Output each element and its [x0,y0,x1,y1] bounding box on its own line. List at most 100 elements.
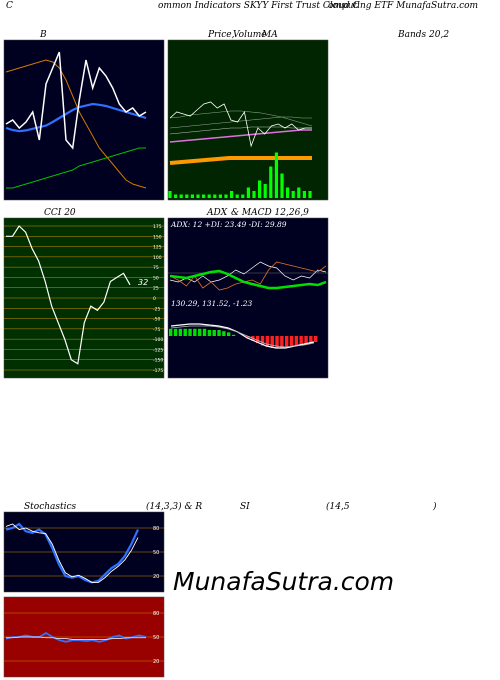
rsi-tick-label: 50 [153,635,159,641]
rsi-tick-label: 80 [153,611,159,617]
plus-di-line [169,261,327,283]
volume-bar [235,194,239,198]
macd-histogram-bar [193,328,197,336]
price-title: Price, [208,30,235,40]
volume-bar [202,194,206,198]
volume-bar [185,194,189,198]
rsi-tick-label: 20 [153,659,159,665]
macd-histogram-bar [169,328,173,336]
cci-tick-label: 75 [153,265,159,271]
volume-bar [213,194,217,198]
adx-panel [167,217,329,379]
macd-histogram-bar [217,330,221,336]
cci-line [6,225,131,365]
ma-title: MA [262,30,278,40]
cci-tick-label: 0 [153,296,156,302]
macd-histogram-bar [309,336,313,344]
macd-histogram-bar [231,334,236,336]
header-middle-fragment: ommon Indicators SKYY First Trust Cloud … [158,1,360,11]
macd-histogram-bar [280,336,284,348]
stoch-d-line [5,523,139,583]
cci-tick-label: 50 [153,275,159,281]
cci-tick-label: 25 [153,286,159,292]
watermark: MunafaSutra.com [173,567,395,596]
macd-histogram-bar [265,336,270,347]
upper-band-line [6,147,146,189]
lower-band-line [5,59,147,189]
volume-bar [286,187,290,198]
adx-title-a: ADX [207,208,228,218]
price-line [169,101,312,148]
cci-tick-label: -125 [153,347,163,353]
header-left-fragment: C [6,1,13,11]
macd-histogram-bar [222,331,226,336]
rsi-average-line [6,636,146,640]
macd-readout: 130.29, 131.52, -1.23 [171,299,252,308]
macd-histogram-bar [294,336,299,346]
ma-average-line [169,116,312,129]
volume-bar [280,173,284,198]
volume-bar [302,191,306,198]
volume-bar [207,194,211,198]
ma-average-line [169,129,312,143]
volume-bar [168,191,172,198]
rsi-close: ) [433,502,437,512]
macd-histogram-bar [256,336,260,344]
volume-bar [179,194,183,198]
stoch-k-line [5,522,139,584]
macd-line [170,323,315,349]
cci-tick-label: 175 [153,224,162,230]
adx-readout: ADX: 12 +DI: 23.49 -DI: 29.89 [170,220,287,229]
adx-line [169,269,327,290]
cci-tick-label: -100 [153,337,163,343]
minus-di-line [169,261,327,291]
bands-title: Bands 20,2 [398,30,450,40]
header-right-fragment: omputing ETF MunafaSutra.com [328,1,479,11]
volume-bar [241,194,245,198]
cci-tick-label: -50 [153,317,160,323]
rsi-title: SI [240,502,250,512]
volume-bar [218,194,222,198]
volume-bar [297,187,301,198]
volume-bar [252,191,256,198]
volume-bar [258,180,262,198]
macd-signal-line [170,325,315,348]
macd-histogram-bar [198,328,202,336]
macd-histogram-bar [212,330,216,336]
macd-histogram-bar [246,336,250,339]
macd-histogram-bar [260,336,265,346]
cci-last-value: 32 [138,278,148,287]
ma-average-line [169,110,313,127]
macd-histogram-bar [275,336,279,348]
macd-histogram-bar [188,328,192,336]
macd-histogram-bar [227,332,231,336]
macd-histogram-bar [299,336,303,346]
macd-histogram-bar [285,336,289,347]
middle-band-line [5,102,147,133]
volume-bar [230,191,234,198]
volume-bar [190,194,194,198]
stoch-tick-label: 20 [153,574,159,580]
volume-bar [224,194,228,198]
macd-histogram-bar [304,336,308,345]
volume-bar [246,187,250,198]
stoch-title: Stochastics [24,502,77,512]
macd-histogram-bar [178,328,183,336]
rsi-params: (14,5 [326,502,350,512]
stoch-tick-label: 80 [153,526,159,532]
stoch-tick-label: 50 [153,550,159,556]
macd-histogram-bar [314,336,318,342]
macd-histogram-bar [289,336,294,347]
cci-tick-label: -175 [153,368,163,374]
cci-title: CCI 20 [44,208,76,218]
stoch-params: (14,3,3) & R [146,502,203,512]
cci-tick-label: 125 [153,245,162,251]
cci-tick-label: 100 [153,255,162,261]
volume-title: Volume [233,30,267,40]
macd-histogram-bar [202,328,207,336]
macd-histogram-bar [183,328,187,336]
cci-tick-label: 150 [153,234,162,240]
bb-title: B [40,30,47,40]
ma-average-line [169,156,312,165]
